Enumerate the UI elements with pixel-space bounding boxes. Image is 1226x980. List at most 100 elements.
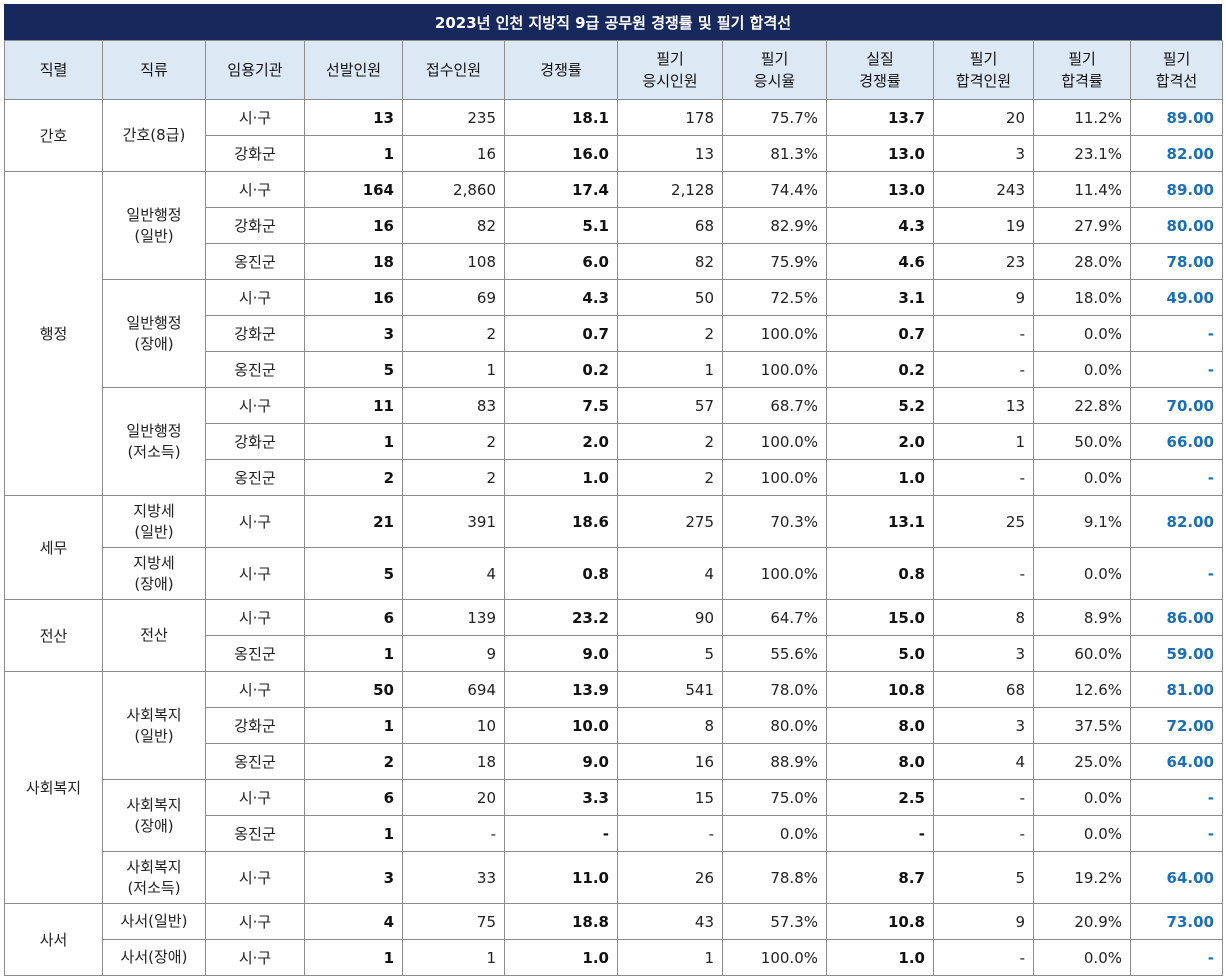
exam-rate-cell: 100.0% bbox=[722, 547, 827, 600]
org-cell: 시·구 bbox=[205, 279, 305, 316]
passers-cell: - bbox=[933, 939, 1034, 976]
cutoff-cell: 66.00 bbox=[1130, 423, 1223, 460]
pass-rate-cell: 23.1% bbox=[1033, 135, 1131, 172]
header-passers: 필기 합격인원 bbox=[933, 40, 1034, 100]
exam-takers-cell: 90 bbox=[617, 599, 723, 636]
table-row: 강화군 1 2 2.0 2 100.0% 2.0 1 50.0% 66.00 bbox=[5, 423, 1223, 460]
exam-takers-cell: 2 bbox=[617, 459, 723, 496]
org-cell: 시·구 bbox=[205, 903, 305, 940]
selected-cell: 5 bbox=[304, 351, 403, 388]
selected-cell: 6 bbox=[304, 779, 403, 816]
series-cell: 전산 bbox=[4, 599, 103, 672]
exam-rate-cell: 88.9% bbox=[722, 743, 827, 780]
selected-cell: 16 bbox=[304, 207, 403, 244]
header-series: 직렬 bbox=[4, 40, 103, 100]
real-ratio-cell: 2.0 bbox=[826, 423, 934, 460]
header-selected: 선발인원 bbox=[304, 40, 403, 100]
selected-cell: 18 bbox=[304, 243, 403, 280]
passers-cell: 23 bbox=[933, 243, 1034, 280]
passers-cell: 8 bbox=[933, 599, 1034, 636]
pass-rate-cell: 60.0% bbox=[1033, 635, 1131, 672]
org-cell: 옹진군 bbox=[205, 743, 305, 780]
type-text: 일반행정 bbox=[126, 421, 182, 440]
header-exam-takers: 필기 응시인원 bbox=[617, 40, 723, 100]
real-ratio-cell: 13.7 bbox=[826, 99, 934, 136]
org-cell: 시·구 bbox=[205, 939, 305, 976]
header-applicants: 접수인원 bbox=[402, 40, 505, 100]
selected-cell: 5 bbox=[304, 547, 403, 600]
org-cell: 옹진군 bbox=[205, 635, 305, 672]
applicants-cell: 4 bbox=[402, 547, 505, 600]
selected-cell: 50 bbox=[304, 671, 403, 708]
type-cell: 사회복지 (일반) bbox=[102, 671, 206, 780]
ratio-cell: 5.1 bbox=[504, 207, 618, 244]
real-ratio-cell: 8.0 bbox=[826, 707, 934, 744]
header-text: 접수인원 bbox=[425, 61, 482, 79]
exam-rate-cell: 70.3% bbox=[722, 495, 827, 548]
header-text: 선발인원 bbox=[325, 61, 382, 79]
selected-cell: 1 bbox=[304, 815, 403, 852]
table-row: 강화군 1 16 16.0 13 81.3% 13.0 3 23.1% 82.00 bbox=[5, 135, 1223, 172]
series-cell: 행정 bbox=[4, 171, 103, 496]
real-ratio-cell: 10.8 bbox=[826, 903, 934, 940]
type-text: 사서(일반) bbox=[120, 912, 188, 930]
passers-cell: 20 bbox=[933, 99, 1034, 136]
exam-rate-cell: 100.0% bbox=[722, 315, 827, 352]
ratio-cell: 18.1 bbox=[504, 99, 618, 136]
header-text: 응시인원 bbox=[642, 72, 698, 90]
real-ratio-cell: 5.2 bbox=[826, 387, 934, 424]
real-ratio-cell: 8.7 bbox=[826, 851, 934, 904]
header-text: 응시율 bbox=[753, 72, 796, 90]
passers-cell: 9 bbox=[933, 279, 1034, 316]
cutoff-cell: - bbox=[1130, 351, 1223, 388]
header-org: 임용기관 bbox=[205, 40, 305, 100]
pass-rate-cell: 37.5% bbox=[1033, 707, 1131, 744]
org-cell: 옹진군 bbox=[205, 243, 305, 280]
selected-cell: 1 bbox=[304, 707, 403, 744]
pass-rate-cell: 0.0% bbox=[1033, 939, 1131, 976]
real-ratio-cell: 13.1 bbox=[826, 495, 934, 548]
applicants-cell: 18 bbox=[402, 743, 505, 780]
exam-rate-cell: 75.0% bbox=[722, 779, 827, 816]
pass-rate-cell: 25.0% bbox=[1033, 743, 1131, 780]
table-row: 사회복지 사회복지 (일반) 시·구 50 694 13.9 541 78.0% 10.8 68 12… bbox=[4, 671, 1223, 904]
type-text: 일반행정 bbox=[126, 313, 182, 332]
selected-cell: 11 bbox=[304, 387, 403, 424]
type-text: 지방세 bbox=[133, 553, 175, 572]
header-text: 필기 bbox=[969, 50, 998, 68]
series-cell: 간호 bbox=[4, 99, 103, 172]
passers-cell: 3 bbox=[933, 707, 1034, 744]
org-cell: 시·구 bbox=[205, 495, 305, 548]
type-cell: 사회복지 (저소득) bbox=[102, 851, 206, 904]
applicants-cell: 20 bbox=[402, 779, 505, 816]
passers-cell: - bbox=[933, 351, 1034, 388]
exam-rate-cell: 78.8% bbox=[722, 851, 827, 904]
cutoff-cell: 72.00 bbox=[1130, 707, 1223, 744]
type-text: 사서(장애) bbox=[120, 948, 188, 966]
type-text: (일반) bbox=[134, 522, 174, 541]
cutoff-cell: - bbox=[1130, 547, 1223, 600]
cutoff-cell: 64.00 bbox=[1130, 743, 1223, 780]
applicants-cell: 1 bbox=[402, 351, 505, 388]
header-row: 직렬 직류 임용기관 선발인원 접수인원 경쟁률 필기 응시인원 필기 응시율 실질 경쟁률 필기 합격인… bbox=[4, 40, 1223, 100]
pass-rate-cell: 9.1% bbox=[1033, 495, 1131, 548]
exam-rate-cell: 72.5% bbox=[722, 279, 827, 316]
pass-rate-cell: 12.6% bbox=[1033, 671, 1131, 708]
type-cell: 사서(장애) bbox=[102, 939, 206, 976]
ratio-cell: 2.0 bbox=[504, 423, 618, 460]
ratio-cell: 3.3 bbox=[504, 779, 618, 816]
exam-rate-cell: 78.0% bbox=[722, 671, 827, 708]
real-ratio-cell: 0.8 bbox=[826, 547, 934, 600]
passers-cell: 13 bbox=[933, 387, 1034, 424]
table-body: 간호 간호(8급) 시·구 13 235 18.1 178 75.7% 13.7 20 11.2% 8… bbox=[4, 99, 1223, 976]
pass-rate-cell: 19.2% bbox=[1033, 851, 1131, 904]
header-type: 직류 bbox=[102, 40, 206, 100]
selected-cell: 21 bbox=[304, 495, 403, 548]
cutoff-cell: - bbox=[1130, 779, 1223, 816]
exam-takers-cell: 50 bbox=[617, 279, 723, 316]
real-ratio-cell: 4.6 bbox=[826, 243, 934, 280]
exam-rate-cell: 81.3% bbox=[722, 135, 827, 172]
cutoff-cell: 89.00 bbox=[1130, 99, 1223, 136]
ratio-cell: 18.8 bbox=[504, 903, 618, 940]
type-cell: 사회복지 (장애) bbox=[102, 779, 206, 852]
